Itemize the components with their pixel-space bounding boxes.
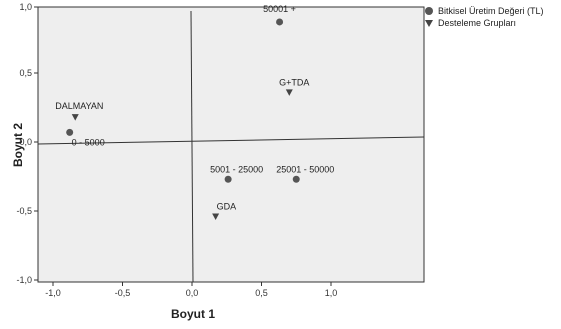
triangle-marker xyxy=(212,213,220,221)
point-label: 50001 + xyxy=(263,4,296,14)
triangle-down-icon xyxy=(425,20,433,27)
reference-line-y0 xyxy=(37,136,425,145)
y-tick-label: -0,5 xyxy=(16,206,32,216)
x-ticks: -1,0 -0,5 0,0 0,5 1,0 xyxy=(45,282,337,298)
reference-line-x0 xyxy=(190,10,194,283)
x-tick-label: 0,5 xyxy=(255,288,268,298)
y-tick-label: 0,0 xyxy=(19,137,32,147)
x-axis-label: Boyut 1 xyxy=(171,307,215,321)
legend-label-1: Desteleme Grupları xyxy=(438,18,517,28)
y-tick-label: 1,0 xyxy=(19,2,32,12)
y-tick-label: 0,5 xyxy=(19,68,32,78)
triangle-marker xyxy=(285,89,293,96)
circle-marker xyxy=(66,128,74,136)
point-label: 0 - 5000 xyxy=(72,137,105,147)
legend-item-1: Desteleme Grupları xyxy=(424,18,516,28)
x-tick-label: 0,0 xyxy=(186,288,199,298)
point-label: 25001 - 50000 xyxy=(276,164,334,174)
point-label: 5001 - 25000 xyxy=(210,164,263,174)
circle-icon xyxy=(425,7,433,15)
point-label: DALMAYAN xyxy=(55,101,103,111)
data-points: 50001 + 0 - 5000 5001 - 25000 25001 - 50000… xyxy=(55,4,334,221)
legend-item-0: Bitkisel Üretim Değeri (TL) xyxy=(424,6,544,16)
triangle-marker xyxy=(71,114,79,121)
circle-marker xyxy=(224,175,232,183)
x-tick-label: 1,0 xyxy=(325,288,338,298)
point-label: GDA xyxy=(217,202,237,212)
y-axis-label: Boyut 2 xyxy=(11,123,25,167)
y-tick-label: -1,0 xyxy=(16,275,32,285)
y-ticks: 1,0 0,5 0,0 -0,5 -1,0 xyxy=(16,2,38,285)
circle-marker xyxy=(292,175,300,183)
plot-area xyxy=(37,6,425,283)
x-tick-label: -0,5 xyxy=(115,288,131,298)
circle-marker xyxy=(276,18,284,26)
legend-label-0: Bitkisel Üretim Değeri (TL) xyxy=(438,6,544,16)
x-tick-label: -1,0 xyxy=(45,288,61,298)
point-label: G+TDA xyxy=(279,77,309,87)
